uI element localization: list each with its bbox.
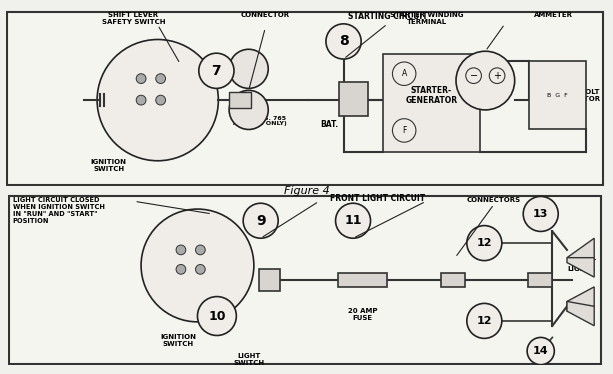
- Circle shape: [196, 245, 205, 255]
- Circle shape: [392, 119, 416, 142]
- Polygon shape: [567, 238, 594, 258]
- Polygon shape: [567, 301, 594, 326]
- Bar: [530, 61, 586, 129]
- Bar: [338, 82, 368, 116]
- Text: 14: 14: [533, 346, 549, 356]
- Text: STARTER WINDING
TERMINAL: STARTER WINDING TERMINAL: [390, 12, 463, 25]
- Circle shape: [335, 203, 370, 238]
- Circle shape: [199, 53, 234, 88]
- Text: 11: 11: [345, 214, 362, 227]
- Circle shape: [197, 297, 237, 335]
- Circle shape: [196, 264, 205, 274]
- Bar: [441, 273, 465, 287]
- Circle shape: [136, 95, 146, 105]
- Text: STARTING CIRCUIT: STARTING CIRCUIT: [348, 12, 427, 21]
- Text: BAT.: BAT.: [320, 120, 338, 129]
- Text: 8: 8: [338, 34, 348, 49]
- Circle shape: [136, 74, 146, 83]
- Text: 20 AMP
FUSE: 20 AMP FUSE: [348, 308, 378, 321]
- Text: 12: 12: [476, 316, 492, 326]
- Text: LIGHT CIRCUIT CLOSED
WHEN IGNITION SWITCH
IN "RUN" AND "START"
POSITION: LIGHT CIRCUIT CLOSED WHEN IGNITION SWITC…: [13, 197, 105, 224]
- Circle shape: [97, 40, 218, 161]
- Bar: [383, 54, 481, 152]
- Circle shape: [156, 95, 166, 105]
- Text: A: A: [402, 69, 407, 78]
- Text: FRONT
LIGHTS: FRONT LIGHTS: [568, 259, 596, 272]
- Bar: [229, 92, 251, 108]
- Text: VOLT
REGULATOR: VOLT REGULATOR: [554, 89, 601, 102]
- Circle shape: [243, 203, 278, 238]
- Text: B  G  F: B G F: [547, 93, 568, 98]
- Text: 10: 10: [208, 310, 226, 322]
- Text: Figure 4: Figure 4: [284, 186, 329, 196]
- Text: PTO
SAFETY
SWITCH
(USED ON
MFG. NOS. 765
AND 898 ONLY): PTO SAFETY SWITCH (USED ON MFG. NOS. 765…: [233, 92, 287, 126]
- Circle shape: [176, 245, 186, 255]
- Bar: [259, 269, 280, 291]
- Circle shape: [326, 24, 361, 59]
- Circle shape: [229, 91, 268, 129]
- Text: STARTER-
GENERATOR: STARTER- GENERATOR: [405, 86, 458, 105]
- Text: CONNECTOR: CONNECTOR: [241, 12, 290, 18]
- Text: FRONT LIGHT CIRCUIT: FRONT LIGHT CIRCUIT: [330, 194, 425, 203]
- Circle shape: [467, 303, 502, 338]
- Text: +: +: [493, 71, 501, 81]
- Circle shape: [467, 226, 502, 261]
- Text: IGNITION
SWITCH: IGNITION SWITCH: [160, 334, 196, 347]
- Text: 9: 9: [256, 214, 265, 228]
- Circle shape: [456, 51, 515, 110]
- Text: F: F: [402, 126, 406, 135]
- Circle shape: [156, 74, 166, 83]
- Circle shape: [524, 196, 558, 232]
- Text: IGNITION
SWITCH: IGNITION SWITCH: [91, 159, 127, 172]
- Polygon shape: [567, 258, 594, 277]
- Text: −: −: [470, 71, 478, 81]
- Text: 13: 13: [533, 209, 549, 219]
- Text: LIGHT
SWITCH: LIGHT SWITCH: [234, 353, 265, 366]
- Text: CONNECTORS: CONNECTORS: [467, 197, 521, 203]
- Text: AMMETER: AMMETER: [535, 12, 573, 18]
- Circle shape: [392, 62, 416, 86]
- Bar: [528, 273, 552, 287]
- Circle shape: [527, 337, 554, 365]
- Bar: [338, 273, 387, 287]
- Polygon shape: [567, 287, 594, 311]
- Circle shape: [229, 49, 268, 88]
- Text: SHIFT LEVER
SAFETY SWITCH: SHIFT LEVER SAFETY SWITCH: [102, 12, 165, 25]
- Text: 7: 7: [211, 64, 221, 78]
- Circle shape: [141, 209, 254, 322]
- Circle shape: [176, 264, 186, 274]
- Text: 12: 12: [476, 238, 492, 248]
